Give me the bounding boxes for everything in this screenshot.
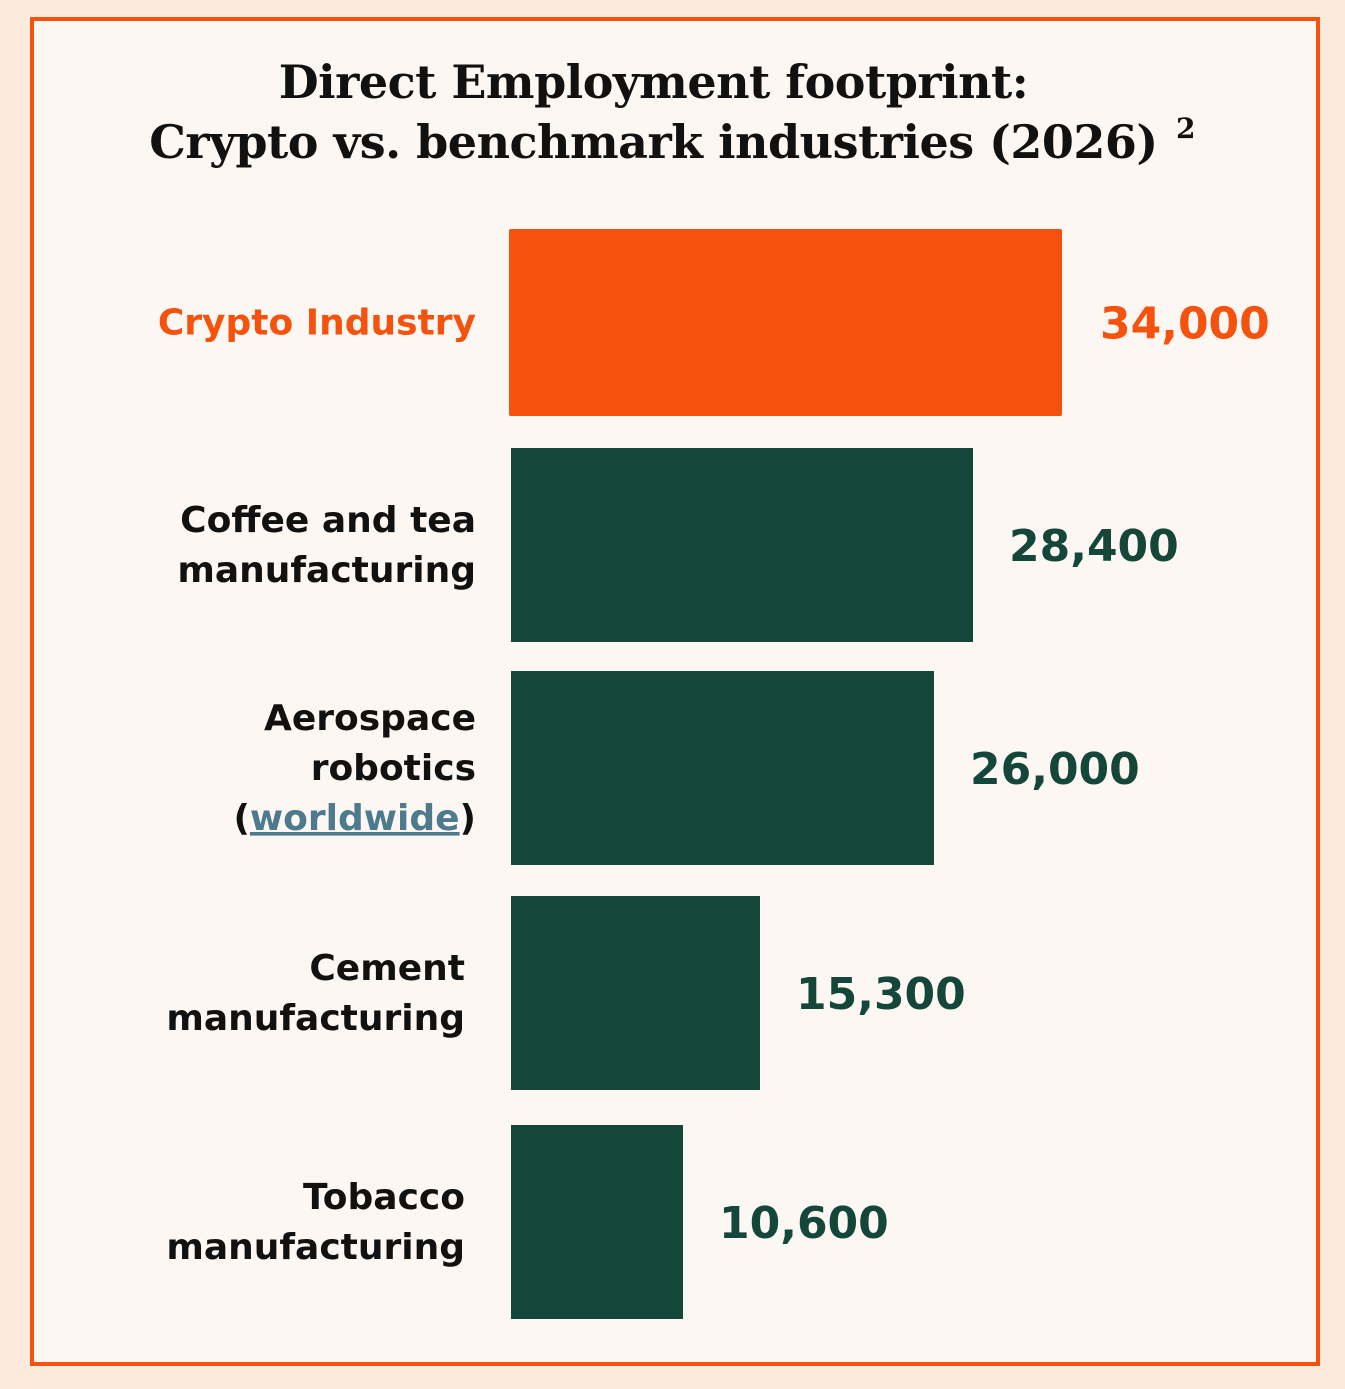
value-label-1: 28,400 bbox=[1009, 521, 1179, 572]
bar-4 bbox=[511, 1125, 683, 1319]
bar-3 bbox=[511, 896, 760, 1090]
category-label-2-line-2: (worldwide) bbox=[233, 798, 476, 839]
category-label-1-line-1: manufacturing bbox=[177, 550, 476, 591]
category-label-4-line-1: manufacturing bbox=[166, 1227, 465, 1268]
footnote-marker: 2 bbox=[1176, 112, 1196, 145]
chart-title-line-1: Direct Employment footprint: bbox=[278, 55, 1029, 109]
category-label-3-line-1: manufacturing bbox=[166, 998, 465, 1039]
category-label-3-line-0: Cement bbox=[309, 948, 465, 989]
value-label-4: 10,600 bbox=[719, 1198, 889, 1249]
bar-2 bbox=[511, 671, 934, 865]
category-label-4-line-0: Tobacco bbox=[303, 1177, 465, 1218]
category-label-0-line-0: Crypto Industry bbox=[158, 303, 476, 344]
bar-1 bbox=[511, 448, 973, 642]
value-label-2: 26,000 bbox=[970, 744, 1140, 795]
chart-title: Direct Employment footprint: Crypto vs. … bbox=[0, 52, 1307, 172]
category-label-1-line-0: Coffee and tea bbox=[180, 500, 476, 541]
category-label-2-line-0: Aerospace bbox=[264, 698, 476, 739]
value-label-3: 15,300 bbox=[796, 969, 966, 1020]
category-label-2-line-1: robotics bbox=[311, 748, 476, 789]
worldwide-link[interactable]: worldwide bbox=[250, 798, 460, 839]
bar-0 bbox=[509, 229, 1062, 416]
chart-title-line-2: Crypto vs. benchmark industries (2026) bbox=[149, 115, 1158, 169]
value-label-0: 34,000 bbox=[1100, 299, 1270, 350]
